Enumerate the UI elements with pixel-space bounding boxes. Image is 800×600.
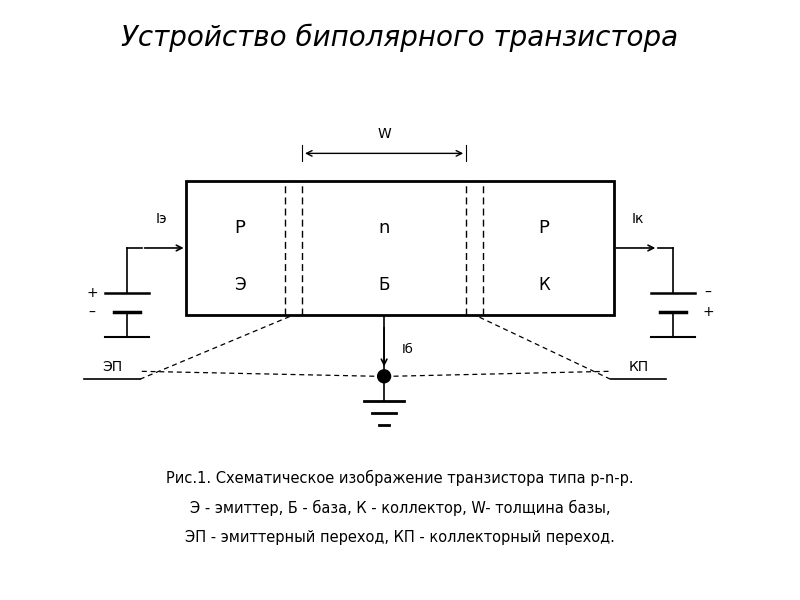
Text: Iэ: Iэ (156, 212, 167, 226)
Text: +: + (86, 286, 98, 299)
Text: Э - эмиттер, Б - база, К - коллектор, W- толщина базы,: Э - эмиттер, Б - база, К - коллектор, W-… (190, 500, 610, 516)
Text: Э: Э (234, 277, 246, 295)
Text: ЭП - эмиттерный переход, КП - коллекторный переход.: ЭП - эмиттерный переход, КП - коллекторн… (185, 530, 615, 545)
Text: +: + (702, 305, 714, 319)
Text: –: – (89, 305, 95, 319)
Text: Б: Б (378, 277, 390, 295)
Text: КП: КП (628, 361, 648, 374)
Text: ЭП: ЭП (102, 361, 122, 374)
Text: n: n (378, 219, 390, 237)
Text: P: P (234, 219, 246, 237)
Circle shape (378, 370, 390, 383)
Text: Рис.1. Схематическое изображение транзистора типа p-n-p.: Рис.1. Схематическое изображение транзис… (166, 470, 634, 487)
Text: Iб: Iб (402, 343, 414, 356)
Bar (186, 181, 614, 315)
Text: Iк: Iк (632, 212, 645, 226)
Text: К: К (538, 277, 550, 295)
Text: Устройство биполярного транзистора: Устройство биполярного транзистора (122, 23, 678, 52)
Text: P: P (538, 219, 550, 237)
Text: –: – (705, 286, 711, 299)
Text: W: W (378, 127, 391, 142)
